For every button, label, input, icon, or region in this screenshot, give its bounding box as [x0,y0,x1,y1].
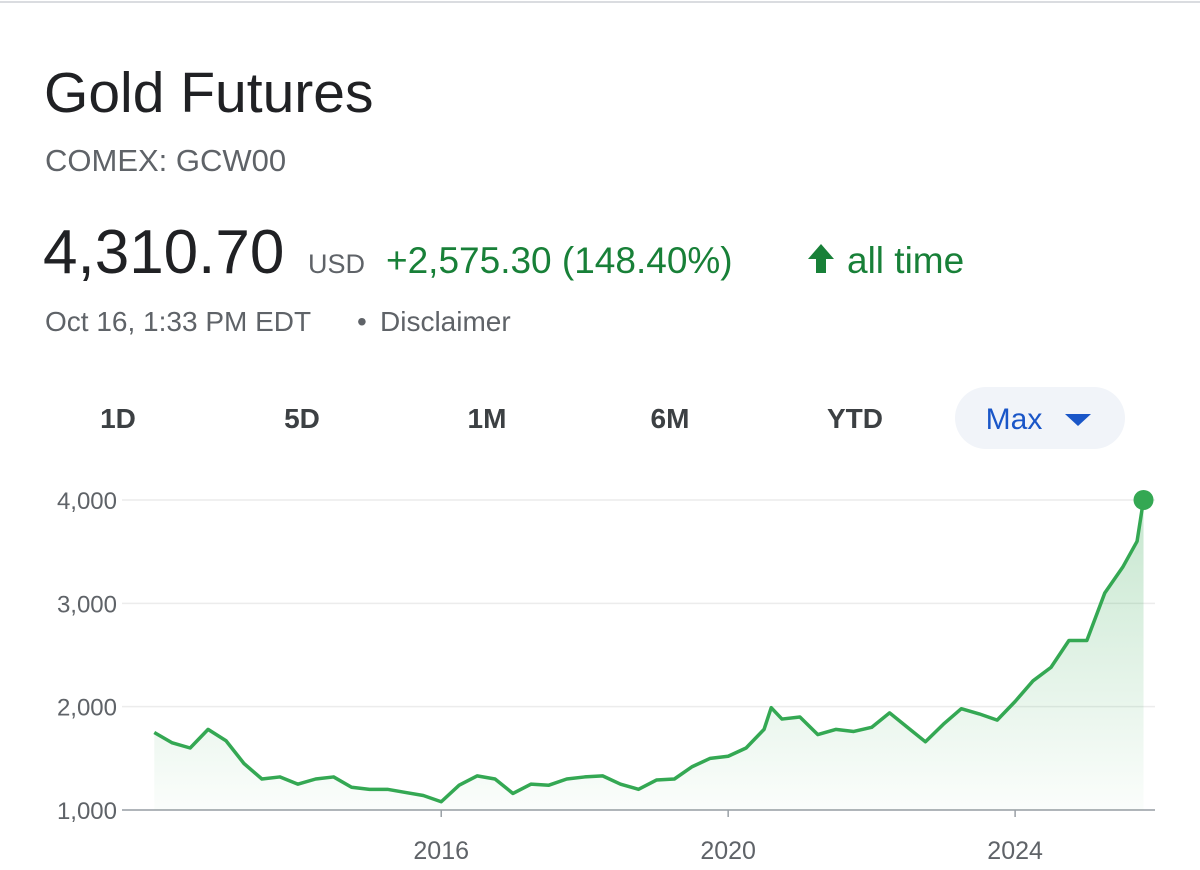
x-tick-label: 2024 [987,837,1043,865]
disclaimer[interactable]: Disclaimer [380,306,511,337]
tab-selected[interactable]: Max [986,403,1043,436]
separator: • [357,306,367,337]
price-line [153,499,1146,804]
x-tick-label: 2020 [700,837,756,865]
up-arrow [808,244,834,273]
currency: USD [308,249,365,279]
tab[interactable]: 5D [284,403,320,434]
dropdown-icon[interactable] [1065,414,1091,426]
y-tick-label: 3,000 [57,591,117,618]
symbol: COMEX: GCW00 [45,143,286,178]
timestamp: Oct 16, 1:33 PM EDT [45,306,311,337]
area [154,500,1144,810]
end-point [1133,490,1154,510]
tab[interactable]: YTD [827,403,883,434]
selected-tab-bg [955,387,1125,449]
chart: 1,000 2,000 3,000 4,000 2016 2020 2024 [57,488,1155,865]
y-tick-label: 4,000 [57,488,117,515]
tab[interactable]: 1D [100,403,136,434]
change: +2,575.30 (148.40%) [386,240,733,281]
price: 4,310.70 [43,218,284,287]
tab[interactable]: 6M [651,403,690,434]
title: Gold Futures [44,61,373,125]
tab[interactable]: 1M [468,403,507,434]
y-tick-label: 1,000 [57,798,117,825]
y-tick-label: 2,000 [57,695,117,722]
x-tick-label: 2016 [413,837,469,865]
period: all time [847,240,964,281]
